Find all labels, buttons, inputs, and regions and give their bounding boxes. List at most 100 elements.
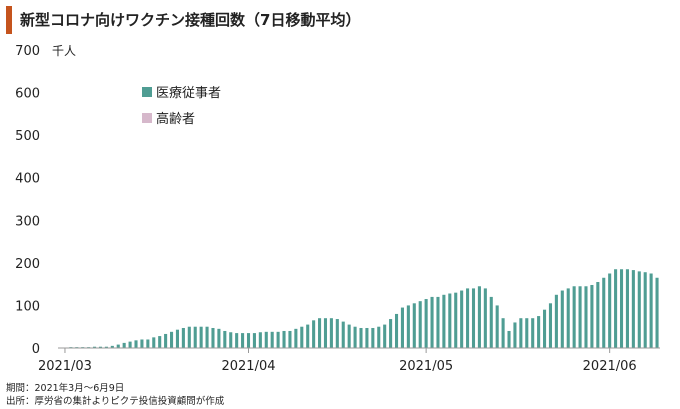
bar-series-0 [566,288,570,348]
bar-series-0 [394,313,399,348]
y-tick-label: 100 [15,299,40,314]
bar-series-0 [602,277,606,348]
bar-series-0 [134,340,138,348]
legend-swatch-1 [142,113,152,123]
bar-series-0 [110,345,114,348]
bar-series-0 [424,299,428,348]
bar-series-0 [294,328,298,348]
x-tick-label: 2021/04 [221,359,275,374]
bar-series-0 [619,269,624,348]
bar-series-0 [477,286,481,348]
bar-series-0 [252,333,256,348]
bar-series-0 [436,296,440,348]
bar-series-0 [170,331,174,348]
bar-series-0 [104,346,108,348]
y-tick-label: 400 [15,172,40,187]
bar-series-0 [389,319,393,348]
bar-series-0 [625,269,629,348]
y-unit-label: 千人 [52,44,76,58]
bar-series-0 [371,327,375,348]
bar-series-0 [655,277,659,348]
bar-series-0 [454,292,458,348]
bar-series-0 [548,303,553,348]
bar-series-0 [614,269,618,348]
bar-series-0 [365,327,369,348]
bar-series-0 [223,330,227,348]
bar-series-0 [152,337,156,348]
y-tick-label: 200 [15,257,40,272]
chart-title: 新型コロナ向けワクチン接種回数（7日移動平均） [20,11,361,29]
bar-series-0 [495,305,499,348]
bar-series-0 [258,332,262,348]
bar-series-0 [140,339,144,348]
bar-series-0 [241,333,245,348]
bar-series-0 [193,326,197,348]
bar-series-0 [406,305,410,348]
bar-series-0 [637,271,641,348]
bar-series-0 [312,320,316,348]
y-tick-label: 700 [15,44,40,59]
bar-series-0 [353,326,357,348]
bar-series-0 [584,286,588,348]
bar-series-0 [187,326,191,348]
bar-series-0 [572,286,576,348]
bar-series-0 [229,332,233,348]
bar-series-0 [608,273,612,348]
bar-series-0 [460,290,464,348]
bar-series-0 [246,333,251,348]
bar-series-0 [347,324,351,348]
bar-series-0 [578,286,582,348]
bar-series-0 [199,326,203,348]
bar-series-0 [554,294,558,348]
bar-series-0 [158,336,162,348]
legend-label-0: 医療従事者 [156,86,221,101]
bar-series-0 [211,327,215,348]
y-tick-label: 300 [15,214,40,229]
y-tick-label: 600 [15,87,40,102]
bar-series-0 [631,270,635,348]
bar-series-0 [146,339,150,348]
bar-series-0 [560,290,564,348]
bar-series-0 [181,327,185,348]
bar-series-0 [513,322,517,348]
bar-series-0 [531,318,535,348]
bar-series-0 [501,318,505,348]
source-note: 出所：厚労省の集計よりピクテ投信投資顧問が作成 [6,396,225,407]
bar-series-0 [412,303,416,348]
legend-swatch-0 [142,87,152,97]
bar-series-0 [471,288,476,348]
bar-series-0 [359,327,363,348]
bar-series-0 [543,309,547,348]
bar-series-0 [98,346,103,348]
bar-series-0 [235,333,239,348]
bar-series-0 [276,331,280,348]
bar-series-0 [442,294,446,348]
y-tick-label: 0 [32,342,40,357]
legend-label-1: 高齢者 [156,111,195,127]
bar-series-0 [217,328,221,348]
bar-series-0 [116,344,120,348]
x-tick-label: 2021/06 [583,359,637,374]
bar-series-0 [537,316,541,348]
bar-series-0 [306,324,310,348]
bar-series-0 [418,301,422,348]
bar-series-0 [448,293,452,348]
bar-series-0 [329,318,333,348]
bar-series-0 [288,330,292,348]
bar-series-0 [649,273,653,348]
bar-series-0 [335,319,339,348]
bar-series-0 [300,326,304,348]
x-tick-label: 2021/03 [38,359,92,374]
bar-series-0 [270,331,274,348]
title-accent-bar [6,6,12,34]
bar-series-0 [383,324,387,348]
bar-series-0 [341,321,345,348]
y-tick-label: 500 [15,129,40,144]
bar-series-0 [466,288,470,348]
bar-series-0 [400,307,404,348]
bar-series-0 [483,288,487,348]
bar-series-0 [377,326,381,348]
bar-series-0 [643,272,647,348]
